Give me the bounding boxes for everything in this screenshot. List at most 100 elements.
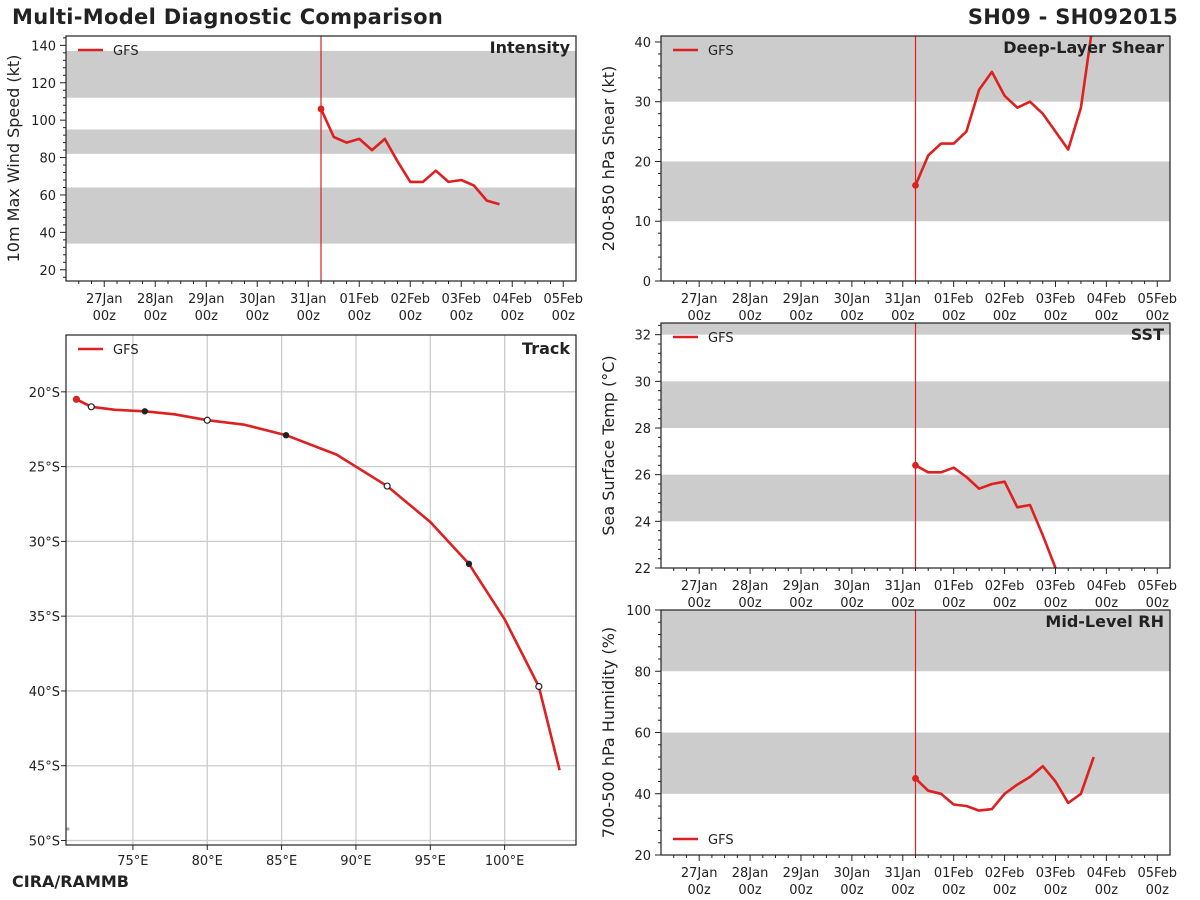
sst-point-0 (912, 461, 919, 469)
rh-xtick-label-8: 04Feb (1087, 866, 1127, 881)
rh-legend-label: GFS (708, 833, 734, 848)
shear-xtick-sublabel-2: 00z (789, 309, 813, 324)
sst-xtick-sublabel-0: 00z (687, 596, 711, 611)
track-corner-dot (66, 827, 70, 831)
intensity-xtick-label-8: 04Feb (492, 292, 532, 307)
shear-xtick-label-9: 05Feb (1137, 292, 1177, 307)
shear-xtick-label-6: 02Feb (985, 292, 1025, 307)
sst-xtick-label-3: 30Jan (834, 579, 871, 594)
rh-ytick-label-20: 20 (634, 849, 651, 864)
sst-xtick-label-6: 02Feb (985, 579, 1025, 594)
track-ytick-label-35: 35°S (29, 610, 60, 625)
shear-xtick-sublabel-9: 00z (1146, 309, 1170, 324)
shear-xtick-label-0: 27Jan (681, 292, 718, 307)
rh-xtick-sublabel-0: 00z (687, 883, 711, 898)
track-marker-filled-2 (141, 408, 149, 415)
rh-xtick-label-2: 29Jan (783, 866, 820, 881)
shear-xtick-label-3: 30Jan (834, 292, 871, 307)
track-xtick-label-75: 75°E (117, 854, 148, 869)
sst-xtick-sublabel-6: 00z (993, 596, 1017, 611)
sst-series-gfs (914, 464, 1057, 568)
shear-legend-label: GFS (708, 44, 734, 59)
shear-ylabel: 200-850 hPa Shear (kt) (599, 66, 618, 252)
sst-xtick-sublabel-7: 00z (1044, 596, 1068, 611)
rh-xtick-sublabel-7: 00z (1044, 883, 1068, 898)
shear-title: Deep-Layer Shear (1003, 38, 1164, 57)
sst-ylabel: Sea Surface Temp (°C) (599, 355, 618, 535)
intensity-xtick-sublabel-5: 00z (348, 309, 372, 324)
track-marker-filled-6 (465, 560, 473, 568)
track-ytick-label-45: 45°S (29, 760, 60, 775)
intensity-xtick-sublabel-6: 00z (399, 309, 423, 324)
intensity-series-gfs (319, 108, 500, 206)
rh-xtick-label-9: 05Feb (1137, 866, 1177, 881)
track-marker-start-0 (72, 395, 81, 403)
rh-panel: 20 40 60 80 100 27Jan 00z 28Jan 00z 29Jan 00z 30Jan… (599, 604, 1177, 898)
rh-xtick-label-3: 30Jan (834, 866, 871, 881)
intensity-xtick-sublabel-4: 00z (297, 309, 321, 324)
track-xtick-label-80: 80°E (192, 854, 223, 869)
rh-series-gfs (914, 756, 1095, 812)
intensity-xtick-label-4: 31Jan (290, 292, 327, 307)
track-marker-filled-4 (282, 432, 290, 439)
intensity-ylabel: 10m Max Wind Speed (kt) (4, 55, 23, 263)
sst-xtick-sublabel-9: 00z (1146, 596, 1170, 611)
credit-label: CIRA/RAMMB (12, 872, 129, 891)
rh-xtick-sublabel-6: 00z (993, 883, 1017, 898)
shear-point-0 (912, 181, 919, 189)
rh-xtick-label-0: 27Jan (681, 866, 718, 881)
shear-xtick-sublabel-7: 00z (1044, 309, 1068, 324)
intensity-panel: 20 40 60 80 100 120 140 27Jan 00z 28Jan 00z 29Jan 00… (4, 35, 583, 324)
intensity-ytick-label-140: 140 (31, 39, 56, 54)
shear-panel: 0 10 20 30 40 27Jan 00z 28Jan 00z 29Jan 00z 30Jan 00… (599, 35, 1177, 324)
shear-ytick-label-0: 0 (643, 275, 651, 290)
shear-xtick-label-2: 29Jan (783, 292, 820, 307)
intensity-xtick-sublabel-0: 00z (93, 309, 117, 324)
sst-xtick-sublabel-3: 00z (840, 596, 864, 611)
intensity-xtick-label-5: 01Feb (339, 292, 379, 307)
track-marker-open-1 (87, 403, 95, 411)
rh-xtick-label-1: 28Jan (732, 866, 769, 881)
shear-xtick-label-1: 28Jan (732, 292, 769, 307)
sst-xtick-label-8: 04Feb (1087, 579, 1127, 594)
intensity-point-0 (317, 105, 325, 113)
intensity-legend-label: GFS (113, 44, 139, 59)
track-ytick-label-25: 25°S (29, 461, 60, 476)
track-ytick-label-50: 50°S (29, 835, 60, 850)
rh-xtick-label-4: 31Jan (884, 866, 921, 881)
sst-ytick-label-30: 30 (634, 375, 651, 390)
intensity-xtick-label-0: 27Jan (86, 292, 123, 307)
intensity-xtick-sublabel-8: 00z (501, 309, 525, 324)
intensity-ytick-label-20: 20 (39, 264, 56, 279)
sst-xtick-sublabel-8: 00z (1095, 596, 1119, 611)
track-frame (65, 334, 577, 846)
shear-xtick-sublabel-1: 00z (738, 309, 762, 324)
intensity-xtick-sublabel-3: 00z (246, 309, 270, 324)
intensity-xtick-label-6: 02Feb (390, 292, 430, 307)
sst-panel: 22 24 26 28 30 32 27Jan 00z 28Jan 00z 29Jan 00z 30Ja… (599, 322, 1177, 611)
shear-xtick-sublabel-5: 00z (942, 309, 966, 324)
shear-xtick-label-5: 01Feb (934, 292, 974, 307)
sst-xtick-label-2: 29Jan (783, 579, 820, 594)
shear-xtick-sublabel-8: 00z (1095, 309, 1119, 324)
track-series-gfs (75, 398, 561, 771)
shear-xtick-label-7: 03Feb (1036, 292, 1076, 307)
rh-xtick-label-5: 01Feb (934, 866, 974, 881)
intensity-xtick-sublabel-9: 00z (552, 309, 576, 324)
main-title: Multi-Model Diagnostic Comparison (12, 5, 444, 29)
intensity-title: Intensity (490, 38, 571, 57)
shear-xtick-sublabel-3: 00z (840, 309, 864, 324)
rh-xtick-sublabel-9: 00z (1146, 883, 1170, 898)
track-ytick-label-30: 30°S (29, 535, 60, 550)
rh-xtick-label-7: 03Feb (1036, 866, 1076, 881)
sst-xtick-label-5: 01Feb (934, 579, 974, 594)
sst-title: SST (1131, 325, 1164, 344)
shear-ytick-label-10: 10 (634, 215, 651, 230)
shear-xtick-sublabel-0: 00z (687, 309, 711, 324)
sst-ytick-label-24: 24 (634, 515, 651, 530)
rh-xtick-sublabel-8: 00z (1095, 883, 1119, 898)
sst-xtick-label-1: 28Jan (732, 579, 769, 594)
sst-xtick-sublabel-1: 00z (738, 596, 762, 611)
sst-legend-label: GFS (708, 331, 734, 346)
shear-xtick-sublabel-6: 00z (993, 309, 1017, 324)
